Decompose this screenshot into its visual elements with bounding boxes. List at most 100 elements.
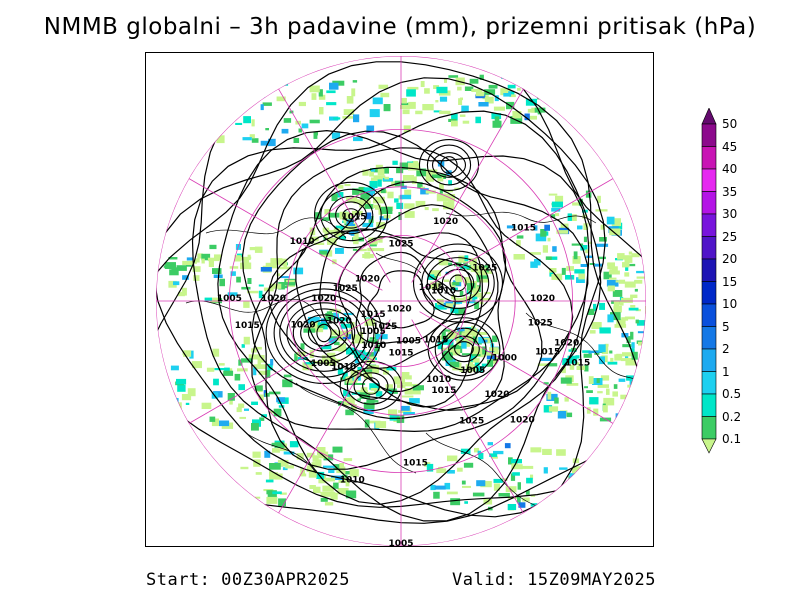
precip-cell: [597, 391, 603, 394]
precip-cell: [407, 86, 419, 90]
precip-cell: [608, 270, 620, 275]
precip-cell: [350, 370, 363, 377]
precip-cell: [172, 111, 182, 116]
precip-cell: [444, 78, 447, 83]
precip-cell: [615, 280, 624, 283]
precip-cell: [234, 373, 241, 381]
colorbar-box: [701, 258, 717, 282]
isobar-ring: [412, 243, 504, 323]
isobar-label: 1025: [472, 264, 497, 274]
precip-cell: [385, 384, 393, 389]
precip-cell: [320, 497, 328, 502]
precip-cell: [208, 84, 214, 92]
precip-cell: [270, 359, 274, 366]
precip-cell: [270, 283, 282, 289]
precip-cell: [565, 275, 575, 280]
precip-cell: [369, 243, 377, 247]
precip-cell: [241, 286, 251, 290]
precip-cell: [613, 384, 618, 389]
precip-cell: [543, 405, 553, 413]
precip-cell: [353, 374, 358, 382]
isobar-ring: [300, 314, 348, 352]
coastline: [525, 312, 646, 384]
precip-cell: [375, 391, 383, 397]
precip-cell: [609, 350, 613, 354]
isobar-label: 1020: [433, 217, 458, 227]
precip-cell: [201, 258, 205, 264]
precip-cell: [450, 498, 461, 506]
precip-cell: [293, 267, 304, 275]
precip-cell: [309, 119, 320, 124]
colorbar-tick-label: 10: [722, 297, 738, 311]
precip-cell: [307, 316, 320, 324]
precip-cell: [254, 246, 263, 253]
precip-cell: [231, 84, 240, 93]
precip-cell: [201, 253, 211, 261]
precip-cell: [293, 137, 300, 143]
precip-cell: [638, 394, 646, 398]
precip-cell: [276, 96, 286, 102]
precip-cell: [561, 267, 566, 275]
precip-cell: [372, 97, 383, 105]
precip-cell: [481, 349, 488, 355]
precip-cell: [219, 420, 230, 427]
precip-cell: [352, 248, 357, 251]
precip-cell: [255, 92, 265, 98]
precip-cell: [164, 262, 176, 269]
precip-cell: [278, 282, 285, 290]
precip-cell: [318, 94, 326, 100]
precip-cell: [182, 287, 187, 296]
precip-cell: [503, 91, 512, 97]
precip-cell: [404, 211, 415, 218]
precip-cell: [457, 327, 465, 332]
precip-cell: [326, 237, 337, 245]
colorbar-top-arrow: [701, 108, 717, 125]
precip-cell: [176, 378, 187, 385]
precip-cell: [481, 363, 488, 367]
precip-cell: [555, 213, 560, 217]
precip-cell: [235, 122, 243, 125]
precip-cell: [362, 222, 374, 228]
precip-cell: [213, 88, 221, 94]
precip-cell: [409, 398, 420, 404]
precip-cell: [347, 224, 355, 226]
precip-cell: [393, 376, 406, 385]
precip-cell: [448, 345, 456, 353]
precip-cell: [258, 290, 263, 299]
precip-cell: [332, 259, 337, 265]
precip-cell: [530, 474, 534, 480]
precip-cell: [169, 269, 179, 276]
meridian-line: [278, 319, 391, 514]
precip-cell: [543, 382, 549, 385]
coastline: [425, 432, 557, 514]
precip-cell: [598, 344, 606, 353]
precip-cell: [586, 390, 593, 393]
isobar-label: 1020: [355, 275, 380, 285]
precip-cell: [442, 353, 453, 361]
precip-cell: [452, 281, 460, 286]
precip-cell: [173, 281, 180, 286]
precip-cell: [568, 491, 576, 497]
precip-cell: [548, 406, 559, 412]
precip-cell: [535, 233, 547, 242]
precip-cell: [266, 490, 273, 495]
isobar-label: 1010: [361, 341, 386, 351]
isobar-label: 1015: [431, 386, 456, 396]
precip-cell: [384, 176, 389, 180]
precip-cell: [571, 243, 584, 246]
precip-cell: [443, 279, 450, 282]
precip-cell: [296, 351, 306, 357]
precip-cell: [334, 341, 340, 346]
precip-cell: [353, 114, 360, 123]
isobar-label: 1020: [510, 415, 535, 425]
precip-cell: [229, 266, 239, 269]
isobar-label: 1020: [484, 390, 509, 400]
map-panel: 1025 1015 1020 1020 1025 1020 1010 1020 1015 1025…: [145, 52, 654, 547]
precip-cell: [572, 466, 584, 472]
precip-cell: [489, 453, 498, 457]
lat-lon-grid: [156, 56, 646, 546]
precip-cell: [176, 265, 187, 271]
precip-cell: [506, 225, 516, 229]
precip-cell: [381, 188, 386, 194]
precip-cell: [606, 279, 619, 287]
